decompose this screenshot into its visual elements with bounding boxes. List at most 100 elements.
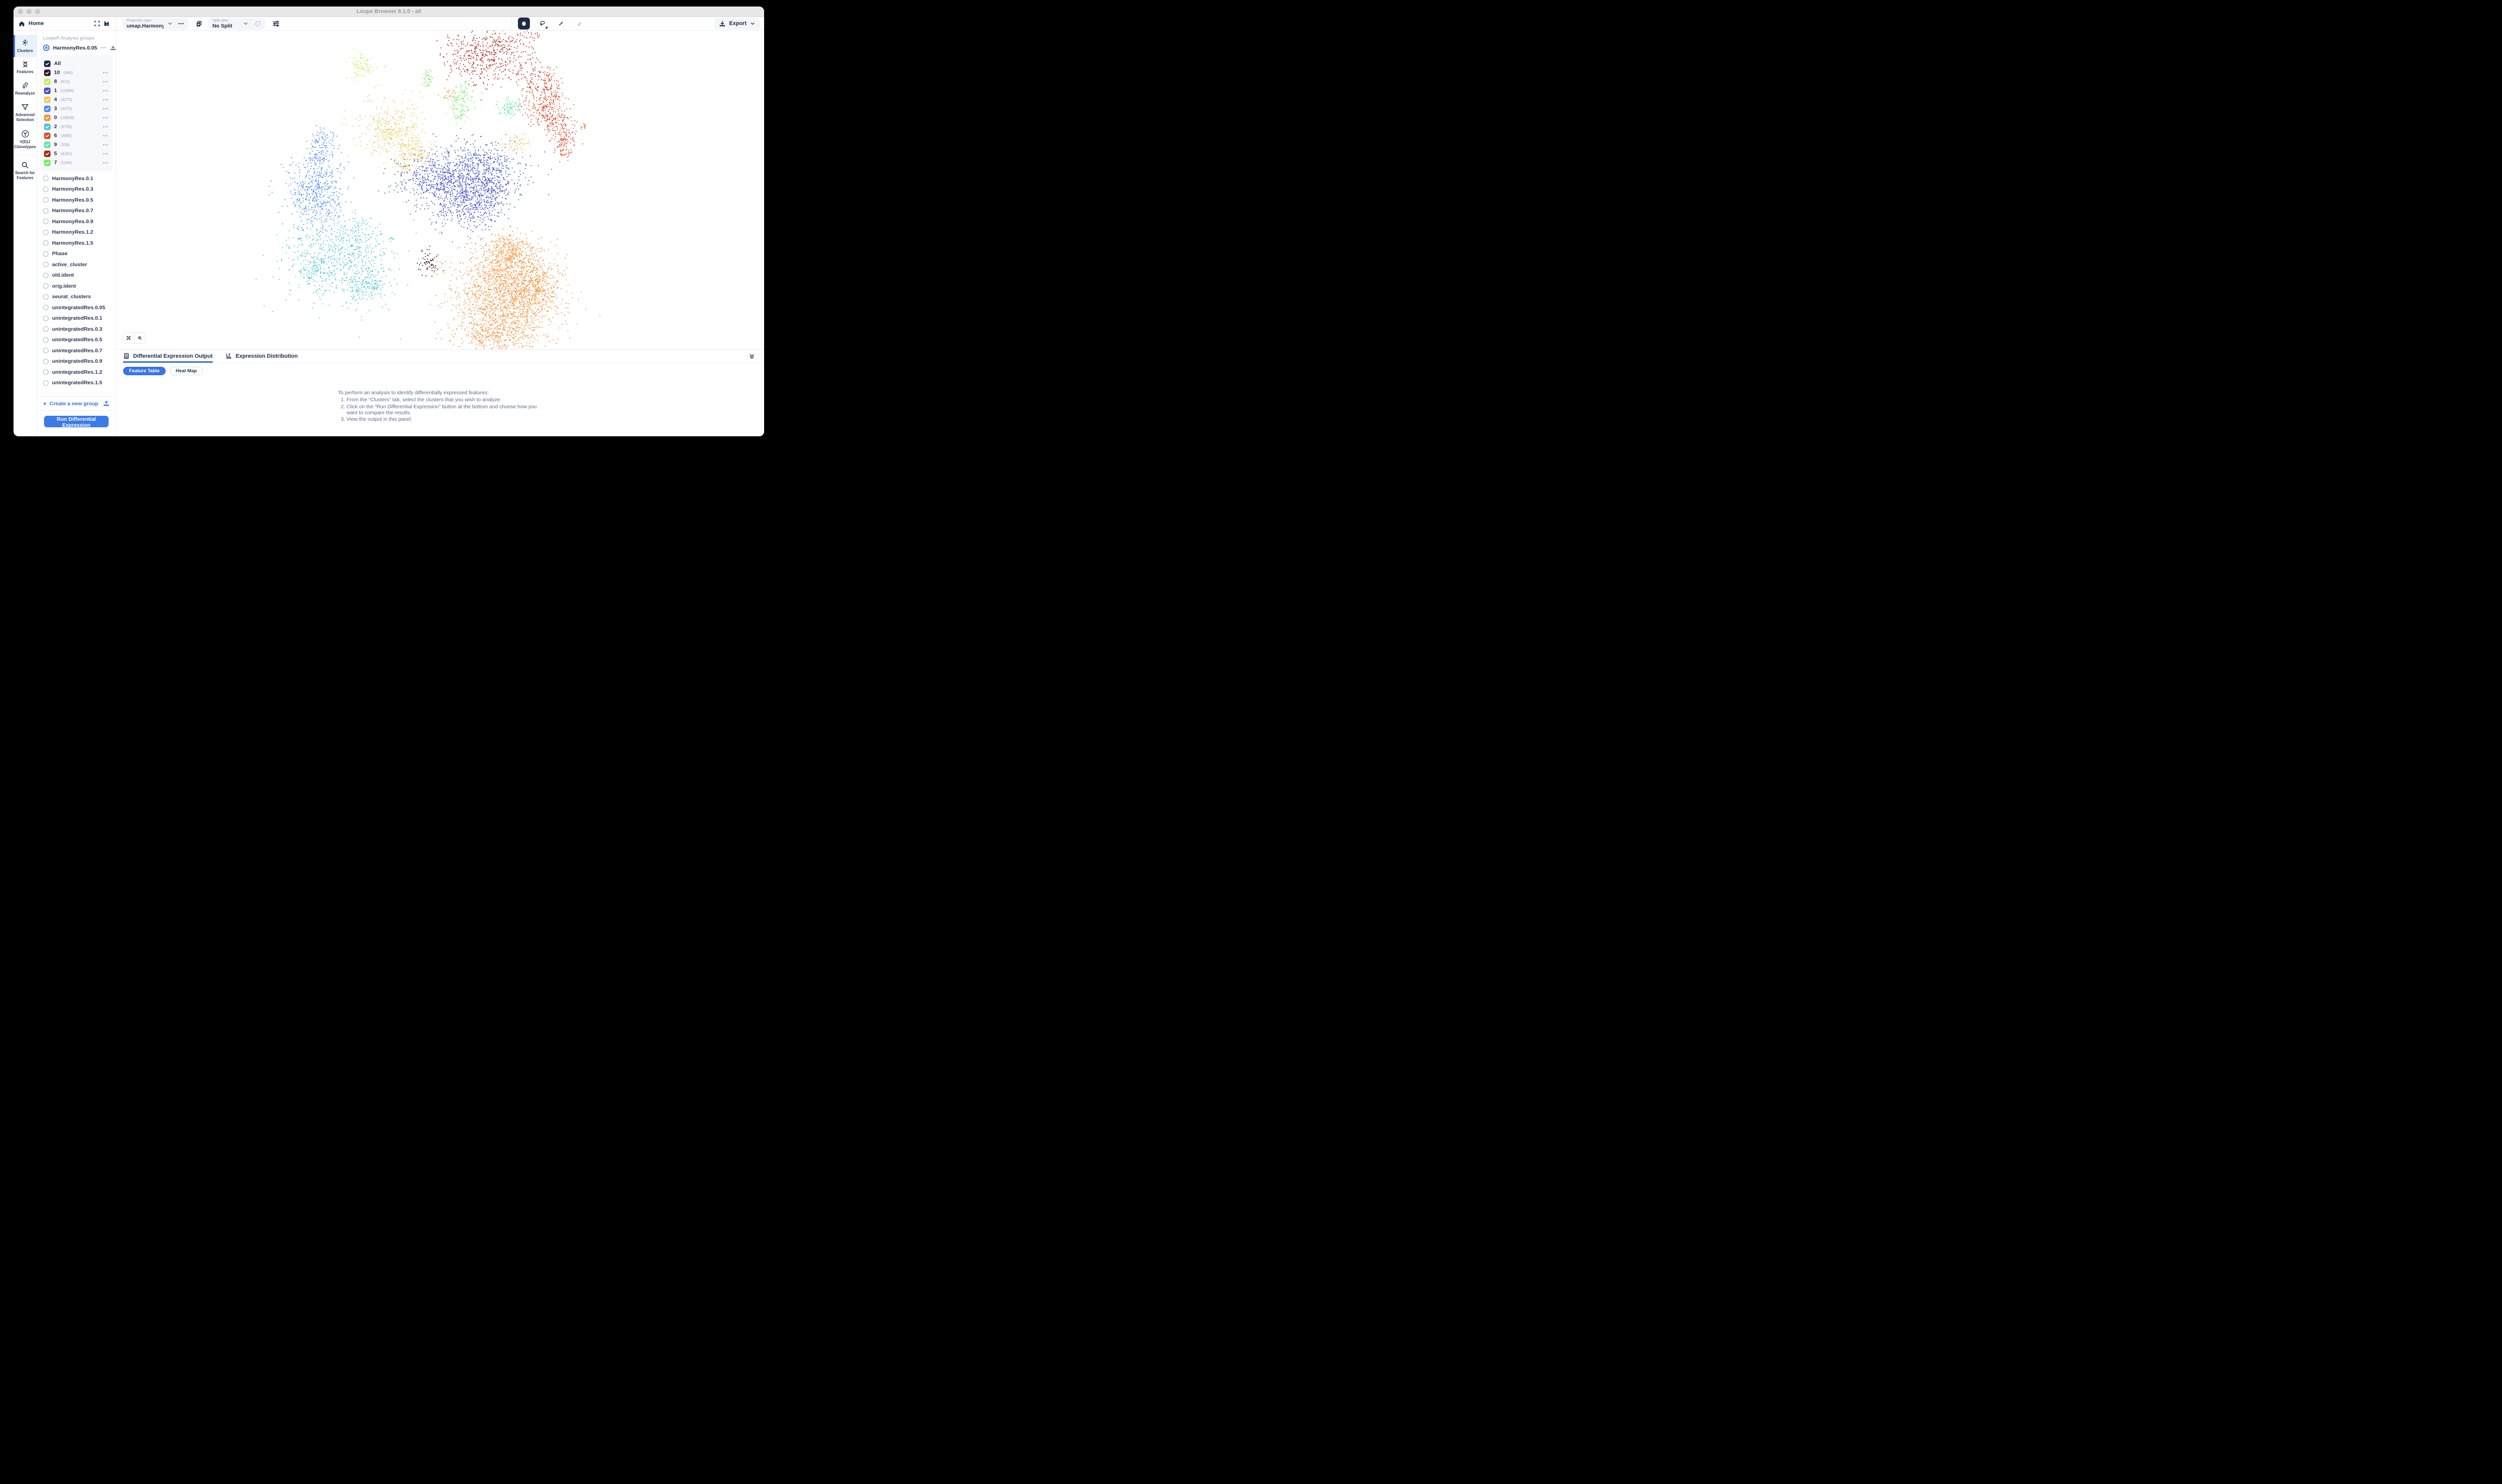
cluster-row-0[interactable]: 0 (19928) ••• [44,113,109,122]
radio-unselected-icon[interactable] [43,240,49,246]
radio-unselected-icon[interactable] [43,283,49,289]
cluster-row-10[interactable]: 10 (446) ••• [44,68,109,77]
sidebar-item-search-for-features[interactable]: Search for Features [14,158,37,184]
cluster-options-menu-icon[interactable]: ••• [103,142,109,147]
radio-unselected-icon[interactable] [43,208,49,214]
cluster-options-menu-icon[interactable]: ••• [103,151,109,156]
home-button[interactable]: Home [29,21,44,27]
group-radio-harmonyres-1-5[interactable]: HarmonyRes.1.5 [37,238,116,249]
group-radio-phase[interactable]: Phase [37,249,116,260]
radio-unselected-icon[interactable] [43,348,49,354]
radio-unselected-icon[interactable] [43,219,49,225]
group-radio-unintegratedres-0-7[interactable]: unintegratedRes.0.7 [37,345,116,356]
radio-selected-icon[interactable] [43,45,50,51]
tag-icon[interactable] [254,21,261,27]
cluster-options-menu-icon[interactable]: ••• [103,70,109,75]
cluster-row-6[interactable]: 6 (3885) ••• [44,131,109,140]
cluster-options-menu-icon[interactable]: ••• [103,115,109,120]
save-icon[interactable] [104,21,110,27]
lasso-tool[interactable] [536,18,548,30]
radio-unselected-icon[interactable] [43,262,49,268]
feature-table-pill[interactable]: Feature Table [123,367,166,375]
radio-unselected-icon[interactable] [43,197,49,203]
cluster-row-7[interactable]: 7 (1194) ••• [44,158,109,167]
import-group-upload-icon[interactable] [103,400,110,407]
cluster-options-menu-icon[interactable]: ••• [103,97,109,102]
radio-unselected-icon[interactable] [43,380,49,386]
tab-differential-expression-output[interactable]: Differential Expression Output [123,350,213,363]
zoom-window-button[interactable] [35,9,40,14]
cluster-row-8[interactable]: 8 (610) ••• [44,77,109,86]
cluster-options-menu-icon[interactable]: ••• [103,133,109,138]
selected-group-row[interactable]: HarmonyRes.0.05 ••• [37,45,116,51]
cluster-row-4[interactable]: 4 (4273) ••• [44,95,109,104]
checkbox-checked-icon[interactable] [44,60,51,67]
radio-unselected-icon[interactable] [43,176,49,182]
group-radio-unintegratedres-1-2[interactable]: unintegratedRes.1.2 [37,367,116,378]
minimize-window-button[interactable] [27,9,32,14]
new-projection-window-icon[interactable] [195,20,203,28]
group-radio-harmonyres-0-9[interactable]: HarmonyRes.0.9 [37,216,116,227]
cluster-row-9[interactable]: 9 (539) ••• [44,140,109,149]
sidebar-item-v-d-j-clonotypes[interactable]: V(D)J Clonotypes [14,126,37,153]
cluster-row-5[interactable]: 5 (4182) ••• [44,149,109,158]
radio-unselected-icon[interactable] [43,305,49,311]
group-radio-unintegratedres-0-3[interactable]: unintegratedRes.0.3 [37,324,116,335]
checkbox-checked-icon[interactable] [44,150,51,157]
eraser-tool[interactable] [573,18,585,30]
checkbox-checked-icon[interactable] [44,96,51,103]
checkbox-checked-icon[interactable] [44,105,51,112]
zoom-in-icon[interactable] [134,333,145,343]
cluster-options-menu-icon[interactable]: ••• [103,79,109,84]
cluster-options-menu-icon[interactable]: ••• [103,88,109,93]
radio-unselected-icon[interactable] [43,358,49,364]
brush-tool[interactable] [555,18,567,30]
cluster-options-menu-icon[interactable]: ••• [103,160,109,165]
radio-unselected-icon[interactable] [43,369,49,375]
group-radio-unintegratedres-0-1[interactable]: unintegratedRes.0.1 [37,313,116,324]
radio-unselected-icon[interactable] [43,251,49,257]
sidebar-item-features[interactable]: Features [14,57,37,78]
checkbox-checked-icon[interactable] [44,78,51,85]
group-radio-orig-ident[interactable]: orig.ident [37,281,116,292]
export-button[interactable]: Export [714,18,760,30]
radio-unselected-icon[interactable] [43,326,49,332]
heat-map-pill[interactable]: Heat Map [170,367,203,375]
group-radio-unintegratedres-0-5[interactable]: unintegratedRes.0.5 [37,335,116,346]
group-radio-unintegratedres-1-5[interactable]: unintegratedRes.1.5 [37,378,116,389]
umap-scatter-plot[interactable] [116,31,764,349]
tab-expression-distribution[interactable]: Expression Distribution [226,350,298,363]
group-radio-unintegratedres-0-9[interactable]: unintegratedRes.0.9 [37,356,116,367]
fullscreen-icon[interactable] [94,21,100,27]
sidebar-item-advanced-selection[interactable]: Advanced Selection [14,100,37,126]
checkbox-checked-icon[interactable] [44,69,51,76]
radio-unselected-icon[interactable] [43,229,49,235]
collapse-panel-double-chevron-icon[interactable] [749,350,755,363]
split-view-select[interactable]: Split view No Split [208,18,266,30]
cluster-options-menu-icon[interactable]: ••• [103,106,109,111]
group-radio-harmonyres-1-2[interactable]: HarmonyRes.1.2 [37,227,116,238]
umap-canvas[interactable] [116,31,764,349]
radio-unselected-icon[interactable] [43,272,49,278]
radio-unselected-icon[interactable] [43,315,49,321]
fit-to-view-icon[interactable] [123,333,134,343]
checkbox-checked-icon[interactable] [44,141,51,148]
close-window-button[interactable] [18,9,23,14]
cluster-options-menu-icon[interactable]: ••• [103,124,109,129]
projection-options-menu-icon[interactable]: ••• [178,21,185,26]
radio-unselected-icon[interactable] [43,294,49,300]
checkbox-checked-icon[interactable] [44,159,51,166]
cluster-row-3[interactable]: 3 (4475) ••• [44,104,109,113]
sidebar-item-reanalyze[interactable]: Reanalyze [14,78,37,100]
radio-unselected-icon[interactable] [43,186,49,192]
run-differential-expression-button[interactable]: Run Differential Expression [44,416,109,428]
export-group-download-icon[interactable] [110,45,116,51]
cluster-row-1[interactable]: 1 (11684) ••• [44,86,109,95]
group-radio-seurat-clusters[interactable]: seurat_clusters [37,292,116,303]
group-options-menu-icon[interactable]: ••• [101,46,107,50]
group-radio-old-ident[interactable]: old.ident [37,270,116,281]
group-radio-harmonyres-0-5[interactable]: HarmonyRes.0.5 [37,195,116,206]
plot-settings-sliders-icon[interactable] [272,20,280,28]
sidebar-item-clusters[interactable]: Clusters [14,35,37,57]
group-radio-unintegratedres-0-05[interactable]: unintegratedRes.0.05 [37,302,116,313]
